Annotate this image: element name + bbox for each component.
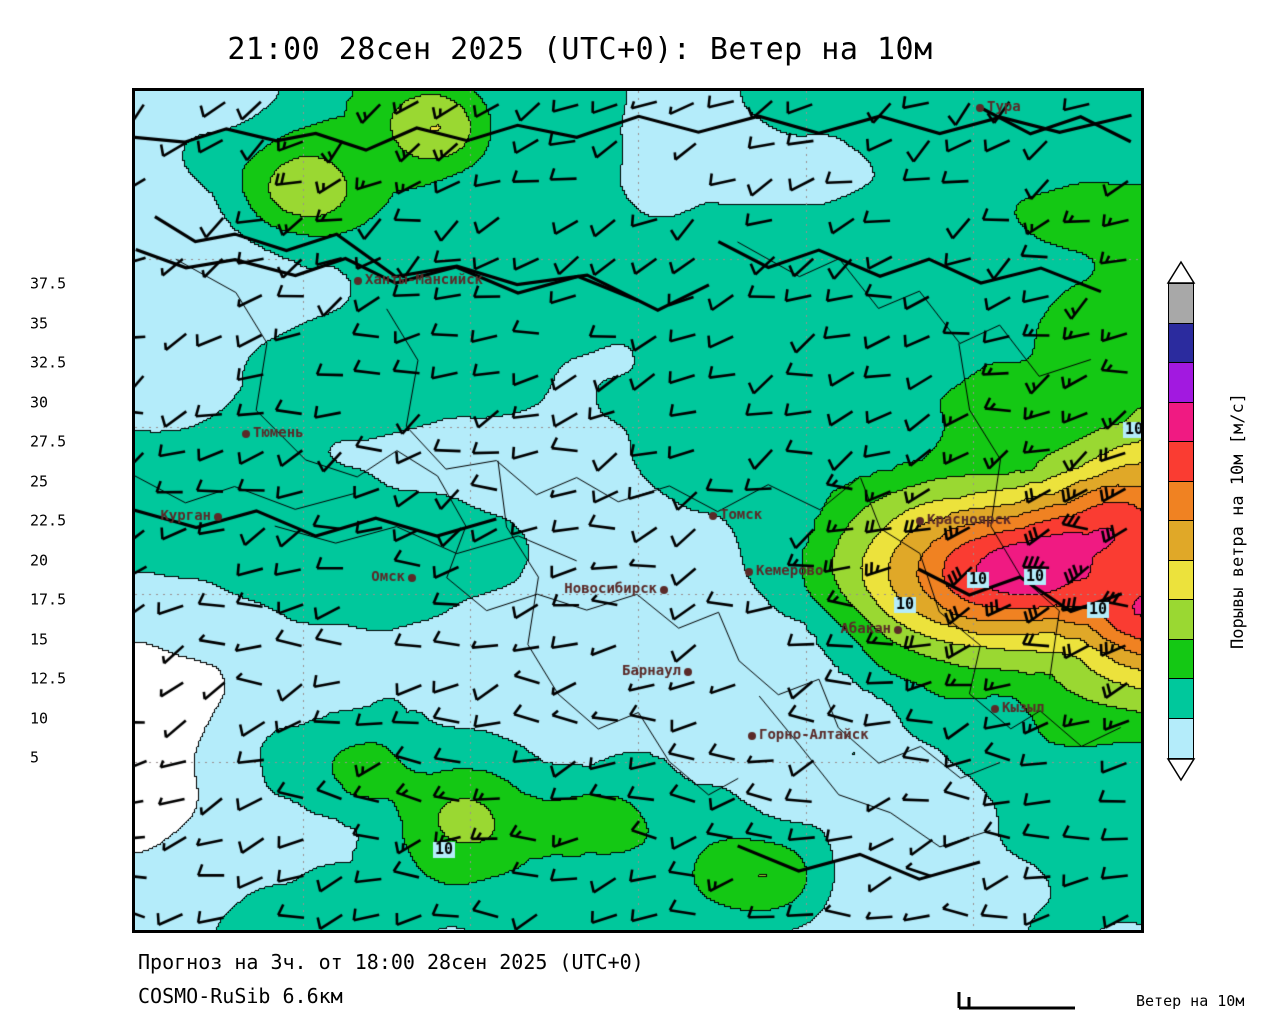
colorbar-band [1169,600,1193,640]
map-frame[interactable] [132,88,1144,933]
colorbar-tick-label: 15 [30,630,49,648]
wind-map-canvas[interactable] [135,91,1141,930]
colorbar-band [1169,521,1193,561]
colorbar-band [1169,284,1193,324]
colorbar-tick-label: 27.5 [30,432,67,451]
wind-barb-legend: Ветер на 10м [955,988,1244,1014]
colorbar-tick-label: 30 [30,393,49,411]
colorbar-axis-label: Порывы ветра на 10м [м/с] [1218,280,1258,762]
colorbar-tick-label: 10 [30,709,49,727]
colorbar-tick-label: 20 [30,551,49,569]
wind-barb-legend-label: Ветер на 10м [1136,992,1245,1010]
colorbar-band [1169,323,1193,363]
colorbar-tick-label: 32.5 [30,353,67,372]
colorbar-tick-label: 5 [30,748,40,767]
colorbar-tick-label: 17.5 [30,590,67,609]
colorbar-tick-label: 35 [30,314,49,332]
colorbar [1168,283,1194,759]
colorbar-tick-label: 37.5 [30,274,67,293]
model-line: COSMO-RuSib 6.6км [138,984,343,1008]
colorbar-band [1169,679,1193,719]
colorbar-arrow-top-icon [1166,260,1196,284]
colorbar-tick-label: 25 [30,472,49,490]
colorbar-band [1169,639,1193,679]
colorbar-band [1169,481,1193,521]
colorbar-tick-label: 22.5 [30,511,67,530]
forecast-line: Прогноз на 3ч. от 18:00 28сен 2025 (UTC+… [138,950,644,974]
colorbar-axis-label-text: Порывы ветра на 10м [м/с] [1228,393,1248,649]
colorbar-band [1169,442,1193,482]
colorbar-band [1169,718,1193,758]
colorbar-arrow-bottom-icon [1166,758,1196,782]
colorbar-band [1169,363,1193,403]
colorbar-tick-label: 12.5 [30,669,67,688]
page-title: 21:00 28сен 2025 (UTC+0): Ветер на 10м [227,32,933,67]
wind-barb-icon [957,992,1075,1010]
colorbar-band [1169,402,1193,442]
colorbar-band [1169,560,1193,600]
